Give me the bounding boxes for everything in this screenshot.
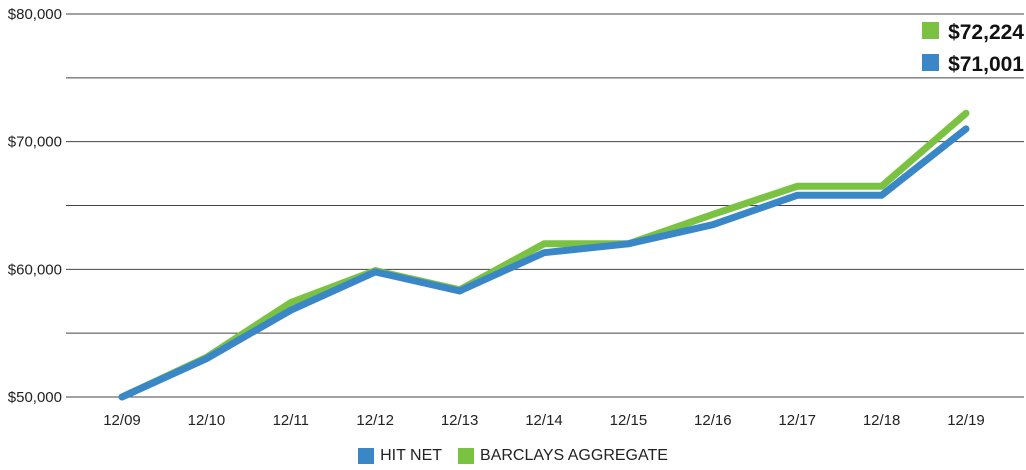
legend-swatch-barclays-aggregate [458, 448, 475, 464]
legend-item-barclays-aggregate: BARCLAYS AGGREGATE [458, 447, 668, 465]
x-tick-label: 12/17 [778, 412, 816, 429]
legend-label-hit-net: HIT NET [380, 447, 443, 464]
x-tick-label: 12/10 [188, 412, 226, 429]
legend-swatch-hit-net [358, 448, 375, 464]
legend-label-barclays-aggregate: BARCLAYS AGGREGATE [480, 447, 668, 464]
x-tick-label: 12/14 [525, 412, 563, 429]
legend: HIT NET BARCLAYS AGGREGATE [0, 447, 1026, 465]
x-tick-label: 12/13 [441, 412, 479, 429]
y-tick-label: $50,000 [8, 389, 62, 406]
y-tick-label: $60,000 [8, 261, 62, 278]
gridlines [66, 13, 1024, 398]
end-value-label: $71,001 [948, 53, 1024, 76]
legend-item-hit-net: HIT NET [358, 447, 442, 465]
x-tick-label: 12/09 [103, 412, 141, 429]
x-axis: 12/09 12/10 12/11 12/12 12/13 12/14 12/15 12/16… [103, 412, 985, 429]
x-tick-label: 12/12 [356, 412, 394, 429]
series-line-hit-net [118, 125, 970, 401]
series-lines [118, 109, 970, 401]
y-axis: $50,000 $60,000 $70,000 $80,000 [8, 6, 62, 406]
end-value-label: $72,224 [948, 21, 1024, 44]
x-tick-label: 12/18 [863, 412, 901, 429]
x-tick-label: 12/19 [947, 412, 985, 429]
y-tick-label: $70,000 [8, 134, 62, 151]
end-label-swatch [922, 54, 939, 71]
series-line-barclays-aggregate [118, 109, 970, 401]
x-tick-label: 12/11 [273, 412, 309, 429]
y-tick-label: $80,000 [8, 6, 62, 23]
end-value-labels: $72,224 $71,001 [922, 21, 1024, 76]
x-tick-label: 12/15 [610, 412, 648, 429]
x-tick-label: 12/16 [694, 412, 732, 429]
end-label-swatch [922, 22, 939, 39]
